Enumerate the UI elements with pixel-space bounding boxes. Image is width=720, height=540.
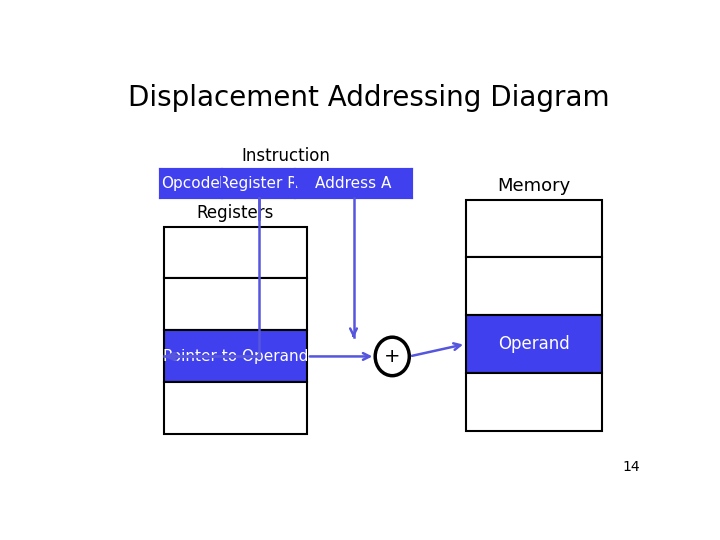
Bar: [163, 382, 307, 434]
Text: Operand: Operand: [498, 335, 570, 353]
Bar: [466, 257, 601, 315]
Text: Registers: Registers: [197, 204, 274, 222]
Text: Displacement Addressing Diagram: Displacement Addressing Diagram: [128, 84, 610, 112]
Text: Instruction: Instruction: [241, 147, 330, 165]
Text: Address A: Address A: [315, 176, 392, 191]
Bar: [466, 373, 601, 430]
Ellipse shape: [375, 337, 409, 376]
Bar: [163, 226, 307, 279]
Text: Register R: Register R: [219, 176, 298, 191]
Text: Memory: Memory: [497, 177, 570, 195]
Text: Pointer to Operand: Pointer to Operand: [163, 349, 308, 364]
Bar: [222, 168, 295, 198]
Text: +: +: [384, 347, 400, 366]
Bar: [295, 168, 412, 198]
Text: Opcode: Opcode: [161, 176, 220, 191]
Bar: [160, 168, 222, 198]
Bar: [466, 200, 601, 257]
Bar: [163, 279, 307, 330]
Text: 14: 14: [623, 461, 640, 475]
Bar: [466, 315, 601, 373]
Bar: [163, 330, 307, 382]
